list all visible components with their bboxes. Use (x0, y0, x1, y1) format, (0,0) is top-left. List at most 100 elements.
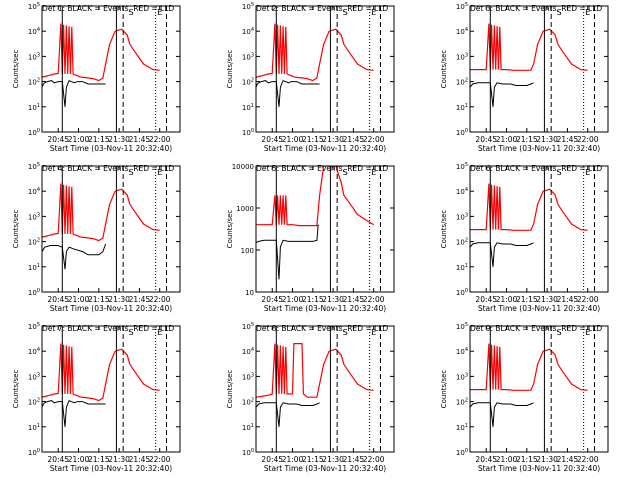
y-tick-label: 102 (456, 398, 468, 407)
y-tick-label: 102 (242, 78, 254, 87)
y-tick-label: 1000 (236, 205, 254, 213)
x-tick-label: 21:30 (536, 135, 558, 144)
panel-title: Det 6: BLACK = Events, RED = LLD (470, 164, 602, 173)
y-tick-label: 104 (28, 27, 40, 36)
events-series-line (256, 402, 320, 427)
end-annotation: E (371, 8, 376, 17)
x-tick-label: 20:45 (261, 455, 283, 464)
x-axis-label: Start Time (03-Nov-11 20:32:40) (264, 144, 386, 153)
x-tick-label: 20:45 (475, 135, 497, 144)
x-tick-label: 21:15 (88, 135, 110, 144)
lld-series-line (470, 183, 588, 231)
x-tick-label: 21:00 (282, 295, 304, 304)
y-tick-label: 101 (456, 263, 468, 272)
y-tick-label: 104 (456, 347, 468, 356)
x-axis-label: Start Time (03-Nov-11 20:32:40) (50, 304, 172, 313)
y-tick-label: 103 (242, 52, 254, 61)
x-tick-label: 21:30 (536, 455, 558, 464)
y-tick-label: 10000 (232, 163, 254, 171)
end-annotation: E (585, 8, 590, 17)
x-tick-label: 21:15 (302, 295, 324, 304)
x-tick-label: 20:45 (47, 135, 69, 144)
y-tick-label: 101 (28, 103, 40, 112)
x-tick-label: 21:45 (557, 135, 579, 144)
start-annotation: S (343, 168, 348, 177)
x-tick-label: 20:45 (475, 455, 497, 464)
x-tick-label: 21:45 (557, 455, 579, 464)
x-tick-label: 21:30 (322, 135, 344, 144)
x-tick-label: 22:00 (149, 135, 171, 144)
lld-series-line (256, 166, 375, 227)
x-axis-label: Start Time (03-Nov-11 20:32:40) (478, 144, 600, 153)
start-annotation: S (557, 328, 562, 337)
x-axis-label: Start Time (03-Nov-11 20:32:40) (264, 304, 386, 313)
events-series-line (42, 243, 107, 270)
y-tick-label: 105 (456, 162, 468, 171)
y-tick-label: 100 (456, 448, 468, 457)
events-series-line (42, 399, 106, 427)
x-tick-label: 20:45 (47, 455, 69, 464)
x-axis-label: Start Time (03-Nov-11 20:32:40) (264, 464, 386, 473)
y-axis-label: Counts/sec (12, 210, 20, 249)
x-tick-label: 21:15 (88, 455, 110, 464)
y-tick-label: 102 (28, 238, 40, 247)
lld-series-line (42, 23, 160, 82)
y-tick-label: 102 (28, 398, 40, 407)
x-axis-label: Start Time (03-Nov-11 20:32:40) (478, 304, 600, 313)
x-tick-label: 21:00 (496, 135, 518, 144)
y-tick-label: 105 (28, 162, 40, 171)
y-axis-label: Counts/sec (226, 370, 234, 409)
x-tick-label: 21:00 (68, 455, 90, 464)
y-tick-label: 104 (456, 187, 468, 196)
events-series-line (470, 242, 534, 267)
x-tick-label: 21:45 (343, 455, 365, 464)
panel-title: Det 1: BLACK = Events, RED = LLD (42, 4, 174, 13)
y-tick-label: 101 (242, 103, 254, 112)
y-tick-label: 102 (28, 78, 40, 87)
panel-title: Det 5: BLACK = Events, RED = LLD (256, 164, 388, 173)
panel-title: Det 8: BLACK = Events, RED = LLD (256, 324, 388, 333)
y-tick-label: 101 (28, 423, 40, 432)
y-axis-label: Counts/sec (226, 50, 234, 89)
end-annotation: E (371, 168, 376, 177)
y-tick-label: 100 (28, 288, 40, 297)
events-series-line (256, 224, 319, 280)
x-tick-label: 21:30 (536, 295, 558, 304)
y-tick-label: 100 (28, 128, 40, 137)
lld-series-line (470, 23, 588, 71)
plot-frame (469, 325, 609, 453)
y-tick-label: 103 (456, 372, 468, 381)
plot-frame (255, 165, 395, 293)
y-tick-label: 100 (242, 128, 254, 137)
y-tick-label: 100 (456, 288, 468, 297)
y-tick-label: 100 (242, 448, 254, 457)
y-axis-label: Counts/sec (12, 50, 20, 89)
start-annotation: S (129, 328, 134, 337)
y-tick-label: 104 (242, 347, 254, 356)
x-tick-label: 21:15 (516, 455, 538, 464)
lld-series-line (470, 343, 588, 391)
x-tick-label: 22:00 (149, 455, 171, 464)
start-annotation: S (343, 328, 348, 337)
panel-title: Det 9: BLACK = Events, RED = LLD (470, 324, 602, 333)
panel-title: Det 2: BLACK = Events, RED = LLD (256, 4, 388, 13)
y-axis-label: Counts/sec (440, 370, 448, 409)
y-tick-label: 100 (456, 128, 468, 137)
x-tick-label: 21:00 (68, 135, 90, 144)
y-tick-label: 103 (242, 372, 254, 381)
end-annotation: E (157, 8, 162, 17)
lld-series-line (42, 343, 160, 402)
y-tick-label: 100 (28, 448, 40, 457)
y-tick-label: 103 (28, 52, 40, 61)
events-series-line (256, 79, 320, 107)
x-tick-label: 21:45 (343, 135, 365, 144)
y-axis-label: Counts/sec (12, 370, 20, 409)
x-tick-label: 21:30 (108, 295, 130, 304)
